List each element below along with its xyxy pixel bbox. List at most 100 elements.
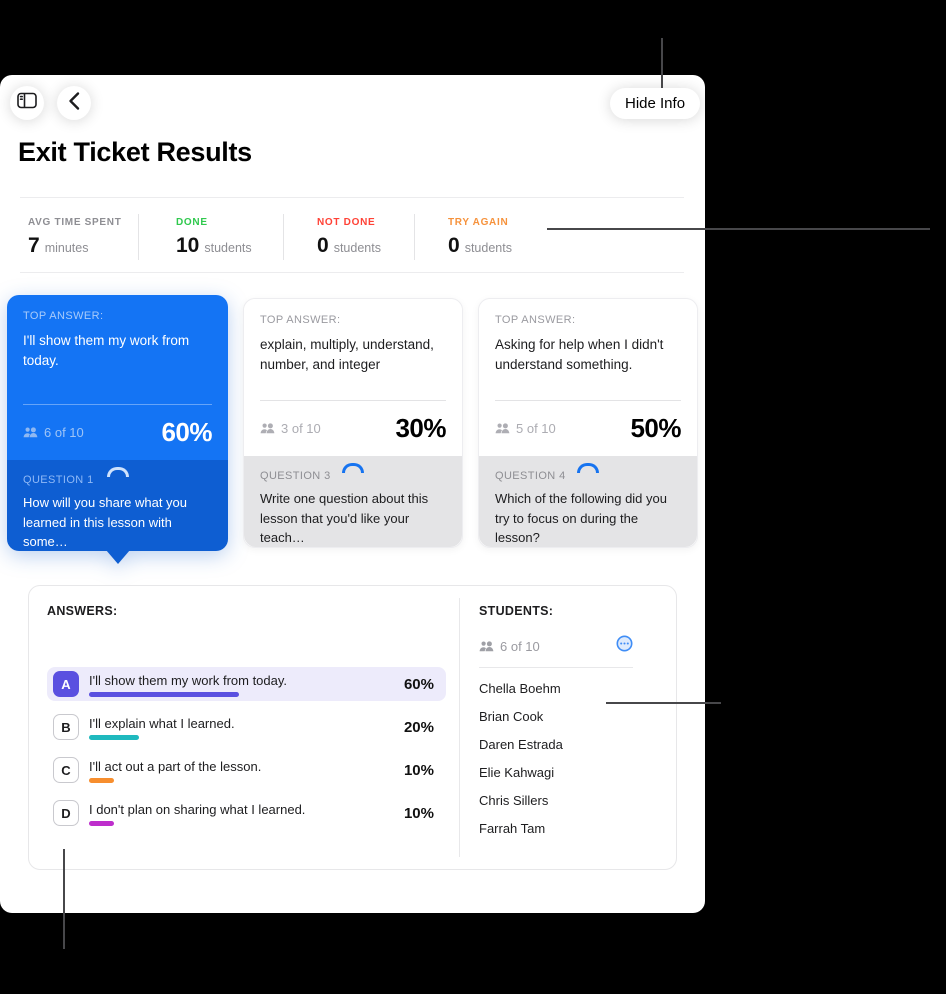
question-text: How will you share what you learned in t… <box>23 495 188 549</box>
students-section: STUDENTS: 6 of 10 <box>479 604 649 836</box>
answers-header: ANSWERS: <box>47 604 118 618</box>
stat-label: DONE <box>176 217 208 228</box>
question-label: QUESTION 1 <box>23 474 94 486</box>
respondent-count: 6 of 10 <box>44 425 84 440</box>
top-answer-text: Asking for help when I didn't understand… <box>495 337 664 373</box>
question-label: QUESTION 4 <box>495 470 566 482</box>
student-list-item[interactable]: Chella Boehm <box>479 681 561 696</box>
chevron-up-icon <box>342 463 364 473</box>
answer-text: I'll act out a part of the lesson. <box>89 759 262 774</box>
question-text: Which of the following did you try to fo… <box>495 491 667 545</box>
students-count: 6 of 10 <box>500 638 540 654</box>
chevron-up-icon <box>106 467 129 477</box>
stat-unit: students <box>204 241 252 255</box>
people-icon <box>495 423 510 434</box>
answer-percent: 10% <box>403 761 434 779</box>
stats-divider-top <box>20 197 684 198</box>
stat-value: 10 <box>176 234 200 257</box>
top-answer-label: TOP ANSWER: <box>260 314 341 326</box>
answer-bar <box>89 821 114 826</box>
stat-unit: minutes <box>44 241 89 255</box>
people-icon <box>260 423 275 434</box>
hide-info-button[interactable]: Hide Info <box>610 88 701 119</box>
chevron-left-icon <box>68 91 80 116</box>
answer-bar <box>89 778 114 783</box>
student-list-item[interactable]: Brian Cook <box>479 709 544 724</box>
more-options-button[interactable] <box>616 635 633 657</box>
question-card-3[interactable]: TOP ANSWER: explain, multiply, understan… <box>243 298 463 548</box>
top-answer-text: I'll show them my work from today. <box>23 333 190 369</box>
card-divider <box>495 400 681 401</box>
question-label: QUESTION 3 <box>260 470 331 482</box>
app-window: Hide Info Exit Ticket Results AVG TIME S… <box>0 75 705 913</box>
answer-percent: 10% <box>403 804 434 822</box>
page-title: Exit Ticket Results <box>18 137 252 167</box>
people-icon <box>479 640 494 652</box>
stat-done: DONE 10 students <box>176 217 252 258</box>
answer-badge: B <box>53 714 79 740</box>
top-answer-percent: 60% <box>161 417 212 447</box>
stat-unit: students <box>464 241 512 255</box>
students-header: STUDENTS: <box>479 604 554 618</box>
answer-badge: A <box>53 671 79 697</box>
stat-divider <box>138 214 139 260</box>
callout-line-students <box>606 702 721 704</box>
respondent-count: 5 of 10 <box>516 421 556 436</box>
question-card-1[interactable]: TOP ANSWER: I'll show them my work from … <box>7 295 228 564</box>
student-list-item[interactable]: Farrah Tam <box>479 821 546 836</box>
stat-label: NOT DONE <box>317 217 376 228</box>
stat-try-again: TRY AGAIN 0 students <box>448 217 512 258</box>
stat-avg-time: AVG TIME SPENT 7 minutes <box>28 217 122 258</box>
stat-not-done: NOT DONE 0 students <box>317 217 381 258</box>
question-card-4[interactable]: TOP ANSWER: Asking for help when I didn'… <box>478 298 698 548</box>
respondent-count: 3 of 10 <box>281 421 321 436</box>
sidebar-icon <box>17 92 37 114</box>
answer-text: I don't plan on sharing what I learned. <box>89 802 306 817</box>
answer-badge: C <box>53 757 79 783</box>
student-list-item[interactable]: Daren Estrada <box>479 737 563 752</box>
panel-divider <box>459 598 460 857</box>
callout-line-hide-info <box>661 38 663 88</box>
answer-percent: 60% <box>403 675 434 693</box>
stat-value: 0 <box>317 234 329 257</box>
callout-line-stats <box>547 228 930 230</box>
students-divider <box>479 667 633 668</box>
student-list-item[interactable]: Elie Kahwagi <box>479 765 555 780</box>
answer-bar <box>89 692 239 697</box>
stat-label: AVG TIME SPENT <box>28 217 122 228</box>
answer-row-b[interactable]: B I'll explain what I learned. 20% <box>47 710 446 744</box>
callout-line-answers <box>63 849 65 949</box>
back-button[interactable] <box>57 86 91 120</box>
top-answer-label: TOP ANSWER: <box>495 314 576 326</box>
sidebar-toggle-button[interactable] <box>10 86 44 120</box>
answers-students-panel: ANSWERS: A I'll show them my work from t… <box>28 585 677 870</box>
answer-bar <box>89 735 139 740</box>
top-answer-percent: 50% <box>630 413 681 443</box>
card-divider <box>23 404 212 405</box>
answer-row-d[interactable]: D I don't plan on sharing what I learned… <box>47 796 446 830</box>
people-icon <box>23 427 38 438</box>
top-answer-label: TOP ANSWER: <box>23 310 104 322</box>
stats-divider-bottom <box>20 272 684 273</box>
top-answer-text: explain, multiply, understand, number, a… <box>260 337 434 373</box>
stat-unit: students <box>333 241 381 255</box>
stat-value: 7 <box>28 234 40 257</box>
stat-value: 0 <box>448 234 460 257</box>
answer-row-c[interactable]: C I'll act out a part of the lesson. 10% <box>47 753 446 787</box>
answer-percent: 20% <box>403 718 434 736</box>
question-text: Write one question about this lesson tha… <box>260 491 429 545</box>
answer-text: I'll show them my work from today. <box>89 673 288 688</box>
card-divider <box>260 400 446 401</box>
selected-card-pointer <box>105 550 130 564</box>
answer-badge: D <box>53 800 79 826</box>
student-list-item[interactable]: Chris Sillers <box>479 793 549 808</box>
stat-label: TRY AGAIN <box>448 217 509 228</box>
answer-text: I'll explain what I learned. <box>89 716 235 731</box>
stat-divider <box>414 214 415 260</box>
chevron-up-icon <box>577 463 599 473</box>
ellipsis-circle-icon <box>616 635 633 657</box>
top-answer-percent: 30% <box>395 413 446 443</box>
answer-row-a[interactable]: A I'll show them my work from today. 60% <box>47 667 446 701</box>
stat-divider <box>283 214 284 260</box>
